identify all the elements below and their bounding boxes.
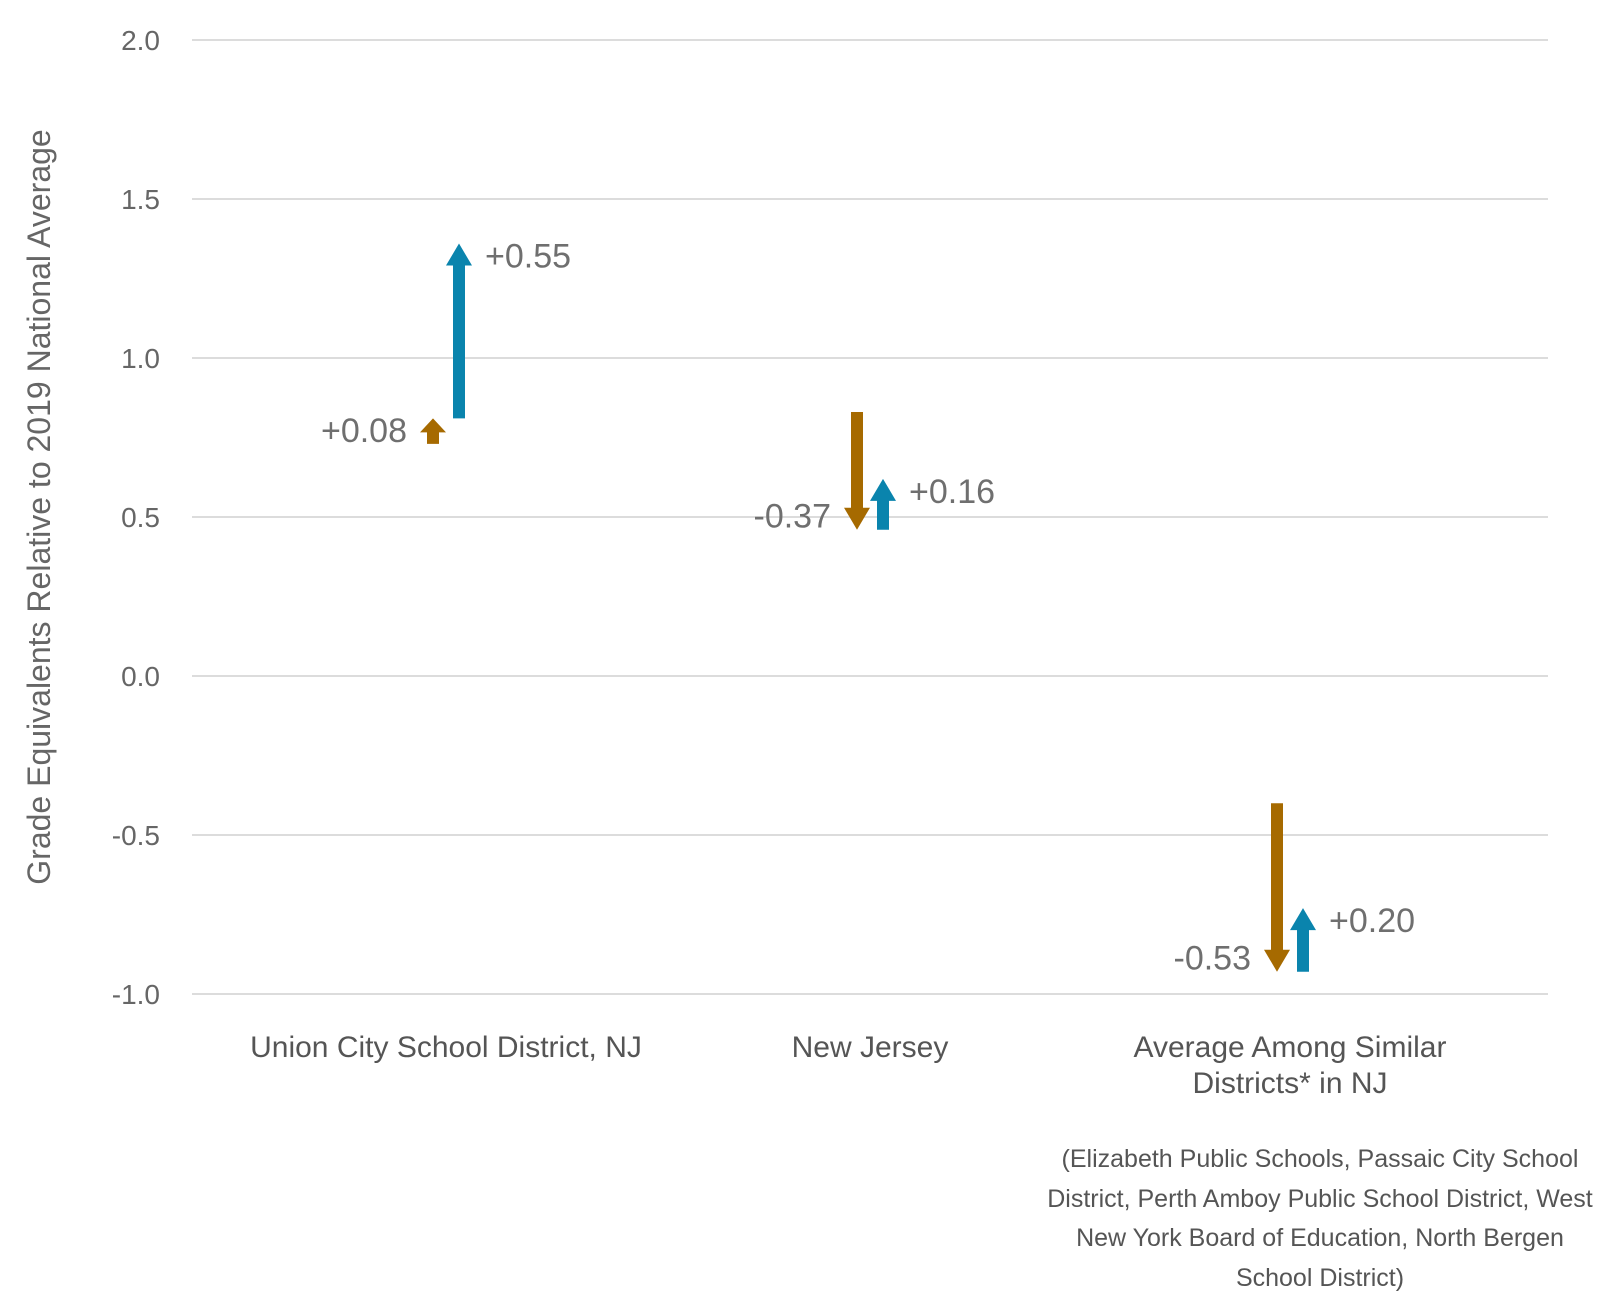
arrow-value-label: +0.55	[485, 238, 571, 276]
arrow-value-label: +0.08	[321, 412, 407, 450]
arrow-mark	[1264, 803, 1290, 972]
x-category-label: Districts* in NJ	[1192, 1067, 1387, 1100]
arrow-mark	[844, 412, 870, 530]
y-tick-label: 1.5	[121, 184, 160, 215]
y-tick-label: 0.5	[121, 502, 160, 533]
arrow-value-label: +0.20	[1329, 902, 1415, 940]
y-axis-ticks: 2.0 1.5 1.0 0.5 0.0 -0.5 -1.0	[112, 25, 160, 1010]
gridlines	[192, 39, 1548, 995]
arrow-value-label: +0.16	[909, 473, 995, 511]
arrow-mark	[420, 418, 446, 444]
x-category-label: Average Among Similar	[1134, 1031, 1447, 1064]
arrows: +0.08 -0.37 -0.53 +0.55 +0.16 +0.20	[321, 238, 1415, 978]
arrow-value-label: -0.53	[1174, 940, 1252, 978]
y-tick-label: -1.0	[112, 979, 160, 1010]
y-tick-label: 0.0	[121, 661, 160, 692]
arrow-mark	[446, 243, 472, 419]
y-axis-label: Grade Equivalents Relative to 2019 Natio…	[21, 129, 57, 884]
x-category-label: Union City School District, NJ	[250, 1031, 642, 1064]
y-tick-label: 2.0	[121, 25, 160, 56]
x-axis-categories: Union City School District, NJ New Jersey…	[250, 1031, 1446, 1100]
x-category-label: New Jersey	[792, 1031, 949, 1064]
arrow-mark	[1290, 908, 1316, 972]
arrow-mark	[870, 478, 896, 530]
footnote-similar-districts: (Elizabeth Public Schools, Passaic City …	[1047, 1145, 1593, 1292]
arrow-value-label: -0.37	[754, 498, 832, 536]
y-tick-label: 1.0	[121, 343, 160, 374]
y-tick-label: -0.5	[112, 820, 160, 851]
